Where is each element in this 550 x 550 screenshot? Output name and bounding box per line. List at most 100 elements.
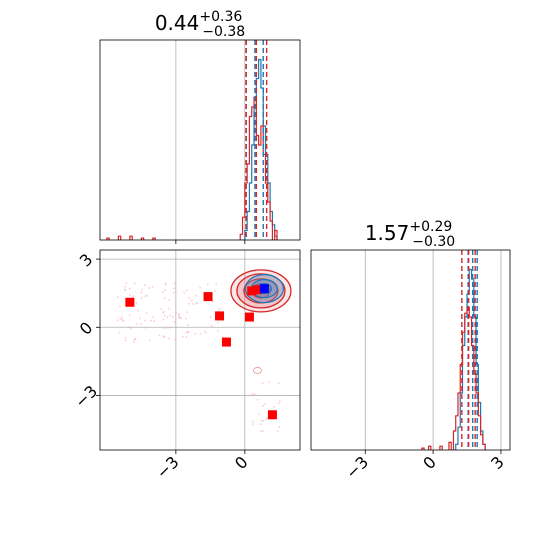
panel-top-left: 0.44+0.36 −0.38 (99, 9, 301, 244)
sample-point (144, 284, 146, 286)
sample-point (191, 303, 194, 305)
sample-point (169, 314, 171, 317)
x-tick-label-marginal: −3 (342, 452, 372, 482)
sample-point (211, 300, 214, 303)
sample-point (190, 299, 193, 302)
sample-point (162, 311, 165, 314)
axes-frame-bottom-right (310, 249, 511, 451)
sample-point (206, 283, 209, 286)
sample-point (134, 282, 136, 285)
sample-point (128, 287, 131, 290)
sample-point (168, 299, 171, 301)
title-bottom-right-value: 1.57 (365, 221, 410, 245)
histogram-series-0 (242, 58, 278, 240)
sample-point (188, 297, 191, 299)
marker-4 (244, 312, 254, 322)
sample-point (152, 316, 155, 318)
sample-point (251, 393, 253, 395)
sample-point (140, 297, 143, 299)
marker-6 (252, 285, 262, 295)
markers-bottom-left (125, 284, 277, 420)
sample-point (195, 303, 197, 305)
sample-point (194, 333, 197, 335)
sample-point (145, 312, 148, 314)
ticks-bottom-left: −3 0 3 0 −3 (71, 250, 252, 483)
marker-2 (215, 311, 225, 321)
sample-point (214, 290, 216, 292)
sample-point (178, 313, 180, 315)
sample-point (178, 316, 181, 319)
sample-point (119, 305, 121, 308)
samples-bottom-left (116, 282, 281, 432)
sample-point (264, 402, 266, 405)
sample-point (185, 331, 188, 334)
sample-point (175, 312, 177, 314)
panel-bottom-right: −3 0 3 1.57+0.29 −0.30 (310, 219, 511, 483)
axes-frame-bottom-left (99, 249, 301, 451)
x-tick-label-joint: 0 (231, 452, 252, 473)
sample-point (173, 287, 175, 289)
sample-point (183, 291, 185, 294)
x-tick-label-marginal: 0 (419, 452, 440, 473)
sample-point (252, 423, 254, 425)
x-tick-label-marginal: 3 (487, 452, 508, 473)
title-top-left-upper: +0.36 (199, 9, 242, 25)
sample-point (130, 327, 133, 330)
histogram-series-1 (421, 306, 486, 450)
title-top-left-value: 0.44 (155, 11, 200, 35)
title-bottom-right-lower: −0.30 (412, 234, 455, 250)
sample-point (162, 336, 165, 339)
sample-point (217, 321, 219, 324)
sample-point (178, 314, 180, 317)
sample-point (162, 291, 165, 293)
sample-point (163, 335, 166, 338)
sample-point (256, 398, 259, 401)
contour-red-island (253, 367, 262, 374)
sample-point (168, 337, 170, 340)
sample-point (144, 319, 147, 322)
sample-point (179, 317, 182, 320)
sample-point (144, 295, 147, 298)
grid-bottom-right (364, 250, 502, 450)
y-tick-label-joint: 3 (76, 250, 97, 271)
sample-point (163, 297, 166, 299)
title-top-left-lower: −0.38 (202, 24, 245, 40)
sample-point (116, 296, 119, 298)
sample-point (262, 420, 265, 422)
sample-point (261, 430, 264, 432)
sample-point (124, 288, 126, 291)
sample-point (148, 287, 150, 289)
sample-point (151, 285, 154, 288)
sample-point (132, 295, 134, 297)
sample-point (164, 289, 166, 291)
sample-point (196, 302, 198, 304)
sample-point (217, 329, 219, 332)
sample-point (124, 286, 127, 288)
title-bottom-right-upper: +0.29 (409, 219, 452, 235)
marker-3 (221, 337, 231, 347)
sample-point (164, 283, 167, 286)
sample-point (121, 316, 123, 319)
sample-point (150, 319, 152, 322)
ticks-bottom-right: −3 0 3 (342, 450, 508, 483)
sample-point (260, 419, 263, 422)
sample-point (185, 336, 188, 338)
grid-top-left (175, 40, 246, 240)
sample-point (186, 311, 188, 314)
title-bottom-right: 1.57+0.29 −0.30 (365, 219, 455, 250)
sample-point (172, 291, 175, 294)
sample-point (135, 302, 138, 304)
y-tick-label-joint: 0 (76, 318, 97, 339)
sample-point (252, 420, 254, 423)
y-tick-label-joint: −3 (71, 382, 101, 412)
sample-point (121, 319, 124, 321)
sample-point (165, 326, 168, 329)
sample-point (173, 321, 176, 323)
sample-point (133, 338, 136, 341)
sample-point (187, 330, 190, 333)
sample-point (118, 331, 121, 334)
sample-point (210, 325, 213, 327)
x-tick-label-joint: −3 (153, 452, 183, 482)
sample-point (171, 315, 174, 318)
